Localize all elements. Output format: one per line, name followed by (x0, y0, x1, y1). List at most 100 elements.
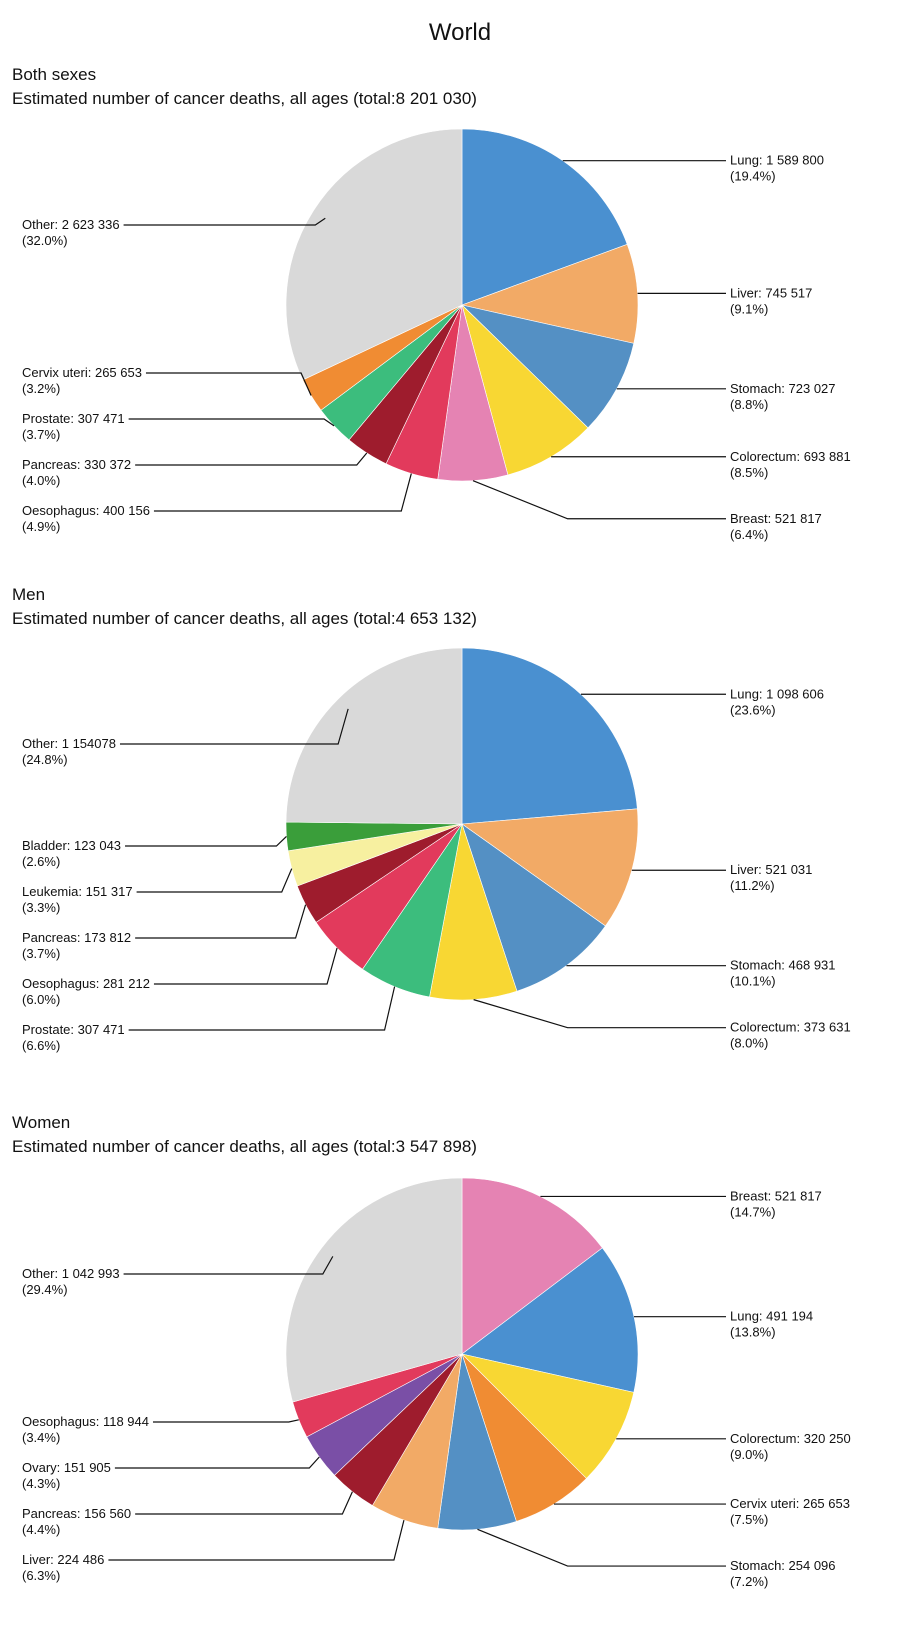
pie-2-marks: Breast: 521 817(14.7%) Lung: 491 194(13.8… (22, 1177, 851, 1589)
slice-label: Cervix uteri: 265 653 (730, 1496, 850, 1511)
slice-percent: (6.4%) (730, 527, 768, 542)
slice-label: Ovary: 151 905 (22, 1460, 111, 1475)
leader-line (153, 947, 338, 985)
slice-label: Lung: 1 098 606 (730, 686, 824, 701)
slice-label: Lung: 491 194 (730, 1309, 813, 1324)
slice-label: Oesophagus: 400 156 (22, 503, 150, 518)
slice-percent: (3.2%) (22, 381, 60, 396)
pie-1-marks: Lung: 1 098 606(23.6%) Liver: 521 031(11.… (22, 647, 851, 1053)
slice-percent: (6.0%) (22, 992, 60, 1007)
slice-label: Breast: 521 817 (730, 511, 822, 526)
slice-label: Colorectum: 320 250 (730, 1431, 851, 1446)
leader-line (152, 1419, 299, 1423)
slice-percent: (7.2%) (730, 1574, 768, 1589)
leader-line (128, 986, 396, 1031)
pie-0-marks: Lung: 1 589 800(19.4%) Liver: 745 517(9.1… (22, 128, 851, 542)
leader-line (136, 868, 293, 893)
leader-line (119, 708, 349, 745)
chart-group-label: Women (12, 1113, 70, 1132)
slice-label: Lung: 1 589 800 (730, 153, 824, 168)
slice-label: Liver: 745 517 (730, 285, 812, 300)
slice-percent: (4.4%) (22, 1522, 60, 1537)
slice-percent: (4.9%) (22, 519, 60, 534)
leader-line (128, 418, 335, 427)
slice-percent: (7.5%) (730, 1512, 768, 1527)
leader-line (125, 836, 287, 847)
slice-percent: (14.7%) (730, 1204, 776, 1219)
slice-percent: (3.3%) (22, 900, 60, 915)
slice-percent: (23.6%) (730, 702, 776, 717)
pie-chart-both-sexes: Both sexes Estimated number of cancer de… (12, 65, 851, 542)
leader-line (145, 372, 312, 396)
pie-chart-women: Women Estimated number of cancer deaths,… (12, 1113, 851, 1589)
slice-label: Stomach: 723 027 (730, 381, 836, 396)
slice-percent: (10.1%) (730, 974, 776, 989)
slice-percent: (9.0%) (730, 1447, 768, 1462)
chart-group-label: Men (12, 585, 45, 604)
slice-percent: (32.0%) (22, 233, 68, 248)
slice-label: Pancreas: 330 372 (22, 457, 131, 472)
slice-percent: (6.6%) (22, 1038, 60, 1053)
pie-slice-lung (461, 128, 628, 306)
slice-label: Leukemia: 151 317 (22, 884, 133, 899)
slice-label: Other: 1 042 993 (22, 1266, 120, 1281)
slice-percent: (8.5%) (730, 465, 768, 480)
pie-slice-liver (460, 243, 639, 344)
pie-slice-breast (461, 1177, 603, 1355)
slice-percent: (13.8%) (730, 1325, 776, 1340)
pie-chart-men: Men Estimated number of cancer deaths, a… (12, 585, 851, 1053)
pie-slice-other (285, 1177, 463, 1403)
slice-percent: (3.7%) (22, 946, 60, 961)
slice-label: Colorectum: 693 881 (730, 449, 851, 464)
chart-title: Estimated number of cancer deaths, all a… (12, 1137, 477, 1156)
slice-label: Stomach: 254 096 (730, 1558, 836, 1573)
leader-line (153, 473, 412, 512)
slice-label: Pancreas: 173 812 (22, 930, 131, 945)
slice-label: Other: 1 154078 (22, 736, 116, 751)
slice-label: Breast: 521 817 (730, 1188, 822, 1203)
slice-label: Other: 2 623 336 (22, 217, 120, 232)
slice-percent: (9.1%) (730, 301, 768, 316)
slice-label: Liver: 224 486 (22, 1552, 104, 1567)
page-title: World (429, 19, 491, 46)
slice-percent: (2.6%) (22, 854, 60, 869)
leader-line (135, 1491, 353, 1515)
slice-percent: (4.0%) (22, 473, 60, 488)
pie-slice-lung (461, 647, 638, 825)
slice-label: Prostate: 307 471 (22, 411, 125, 426)
chart-group-label: Both sexes (12, 65, 96, 84)
chart-title: Estimated number of cancer deaths, all a… (12, 89, 477, 108)
leader-line (114, 1456, 320, 1469)
slice-label: Liver: 521 031 (730, 862, 812, 877)
leader-line (477, 1528, 726, 1567)
slice-label: Pancreas: 156 560 (22, 1506, 131, 1521)
pie-slice-other (285, 647, 463, 825)
leader-line (108, 1520, 405, 1561)
leader-line (472, 480, 726, 520)
slice-percent: (19.4%) (730, 169, 776, 184)
slice-percent: (29.4%) (22, 1282, 68, 1297)
slice-percent: (4.3%) (22, 1476, 60, 1491)
chart-title: Estimated number of cancer deaths, all a… (12, 609, 477, 628)
slice-percent: (24.8%) (22, 752, 68, 767)
pie-slice-other (285, 128, 463, 381)
slice-percent: (8.0%) (730, 1036, 768, 1051)
slice-label: Bladder: 123 043 (22, 838, 121, 853)
leader-line (123, 217, 326, 226)
leader-line (123, 1256, 334, 1275)
leader-line (135, 452, 368, 466)
slice-percent: (3.4%) (22, 1430, 60, 1445)
slice-label: Prostate: 307 471 (22, 1022, 125, 1037)
leader-line (473, 999, 726, 1029)
slice-label: Stomach: 468 931 (730, 958, 836, 973)
pie-slice-stomach (461, 823, 606, 992)
pie-slice-stomach (461, 304, 635, 429)
slice-percent: (11.2%) (730, 878, 775, 893)
slice-percent: (6.3%) (22, 1568, 60, 1583)
slice-label: Oesophagus: 118 944 (22, 1414, 149, 1429)
slice-label: Oesophagus: 281 212 (22, 976, 150, 991)
slice-label: Cervix uteri: 265 653 (22, 365, 142, 380)
slice-percent: (3.7%) (22, 427, 60, 442)
